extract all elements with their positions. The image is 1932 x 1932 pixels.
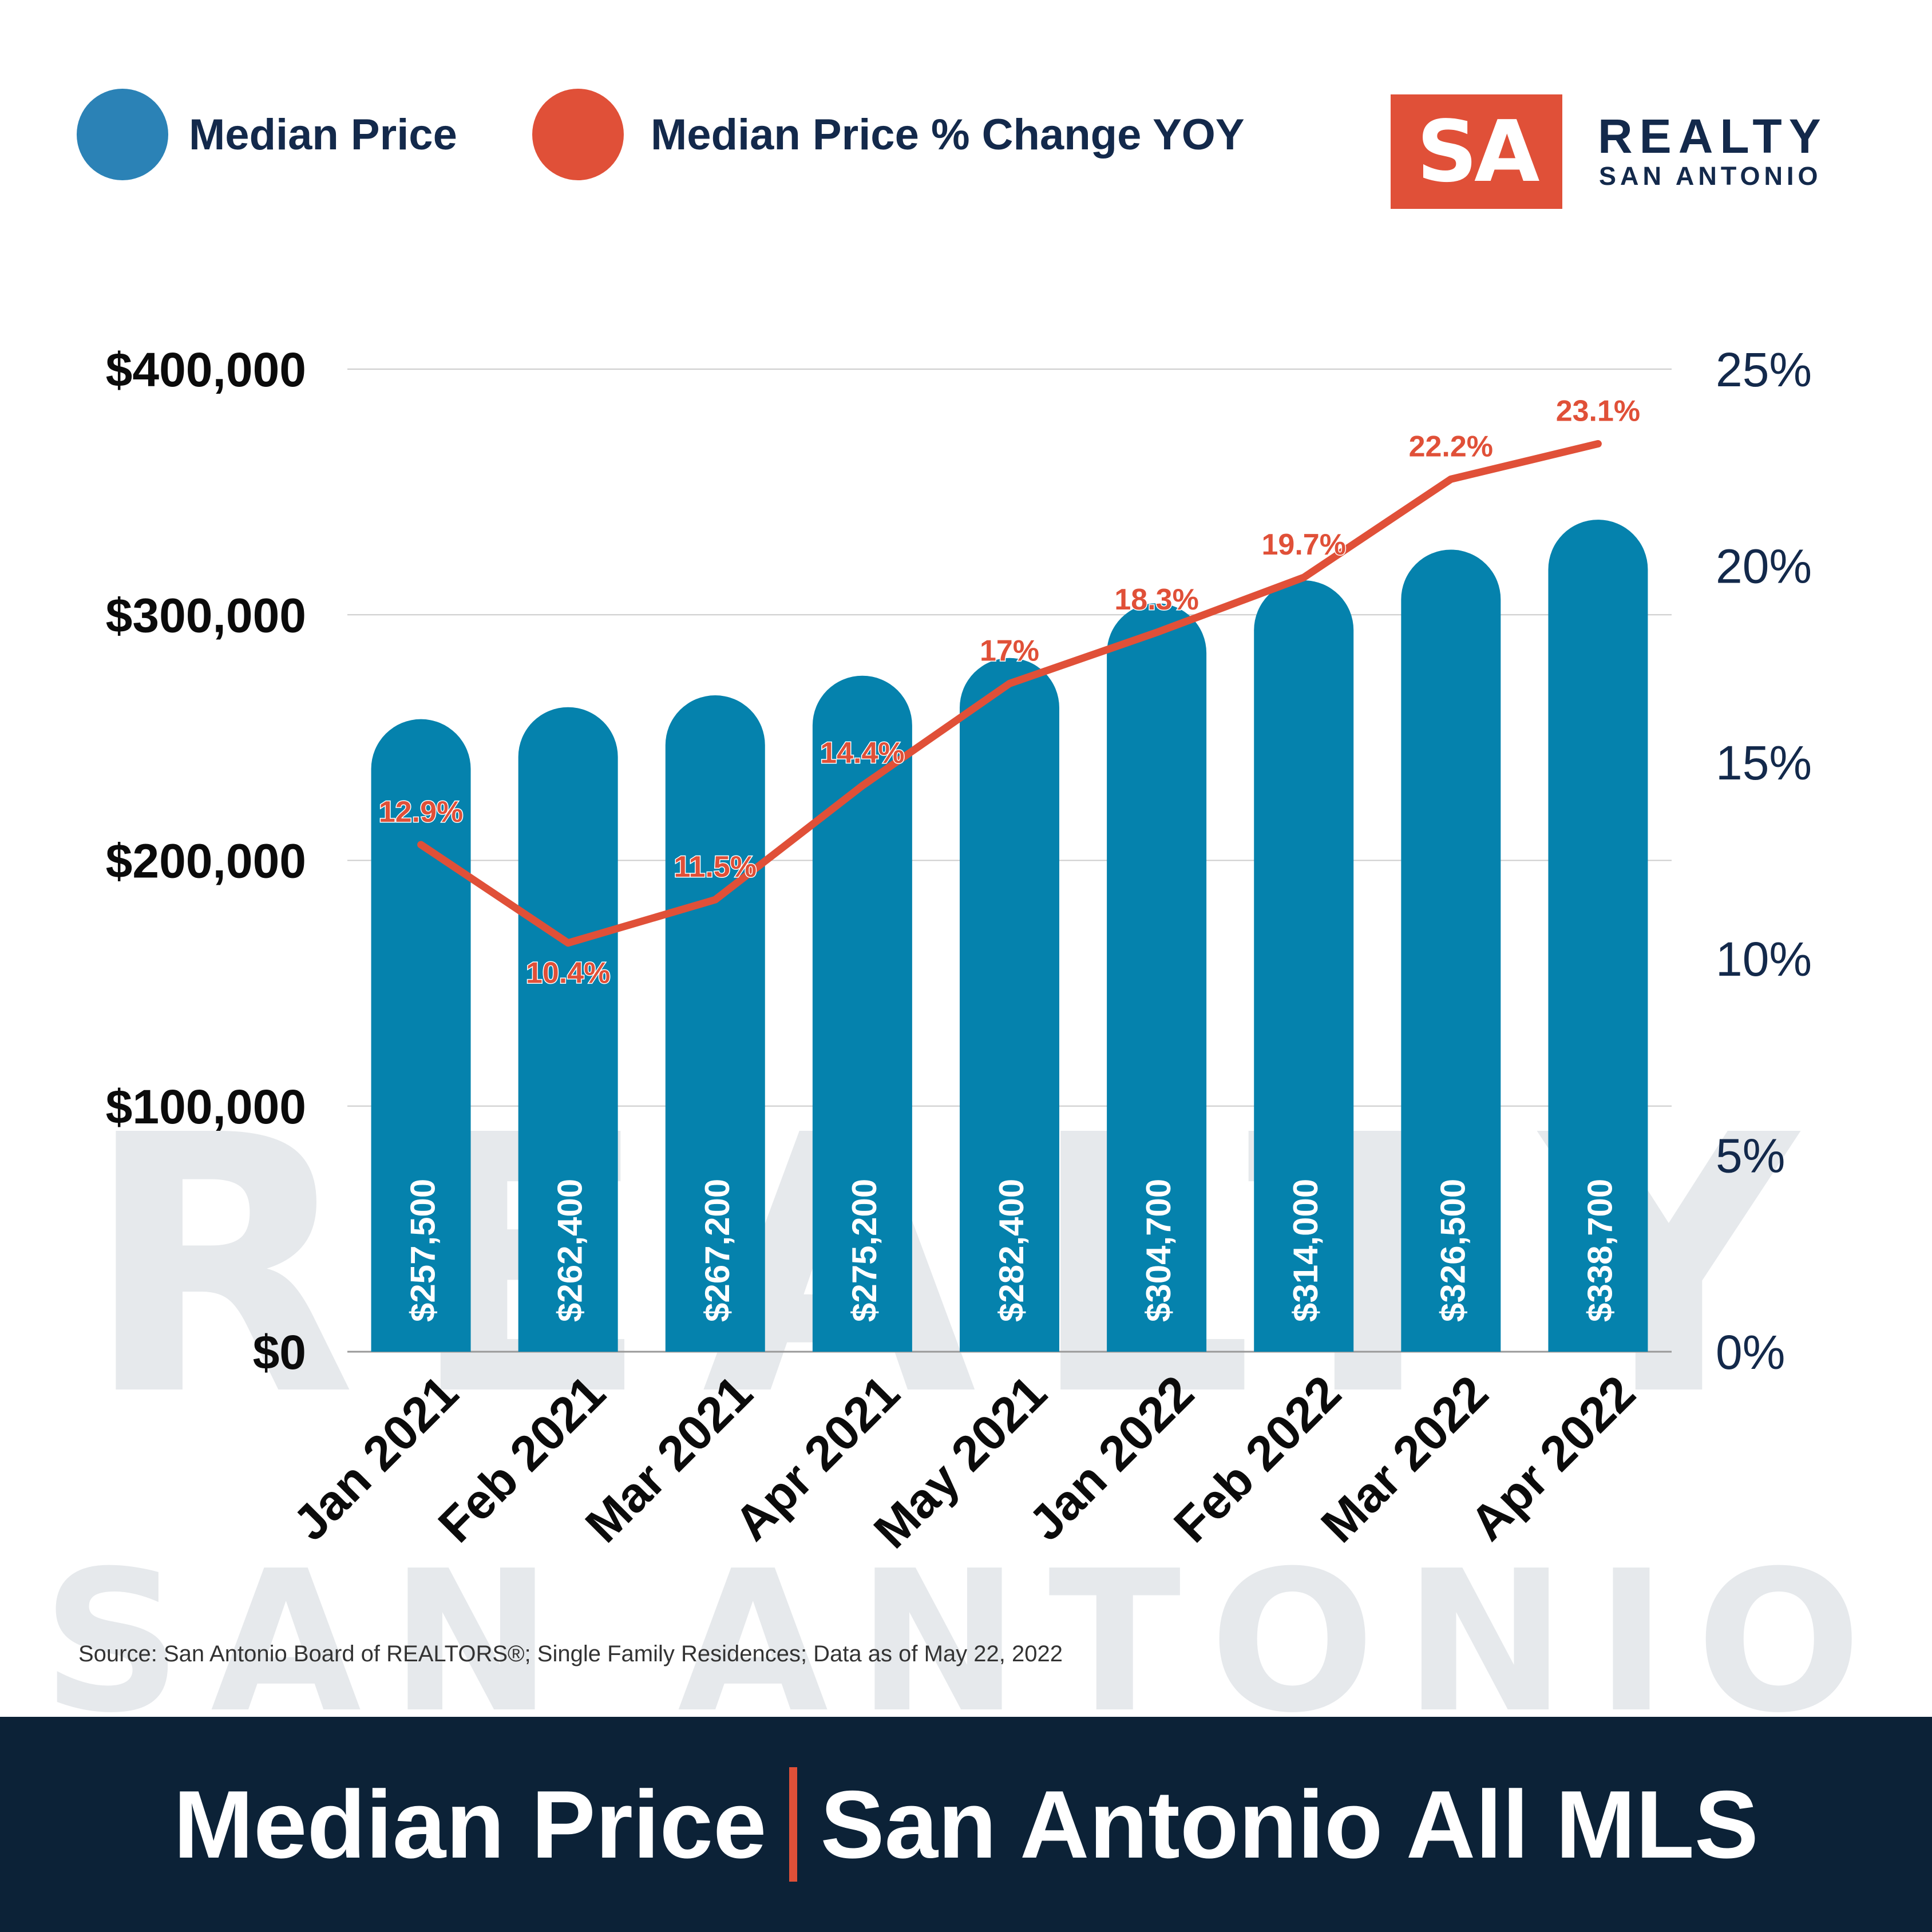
bar — [812, 675, 912, 1352]
yoy-point — [1300, 574, 1308, 581]
legend-swatch-median-price — [77, 89, 168, 180]
bar — [1107, 603, 1207, 1352]
logo-realty-text: REALTY — [1598, 109, 1828, 163]
footer-title-right: San Antonio All MLS — [820, 1770, 1759, 1878]
legend-swatch-yoy-change — [532, 89, 624, 180]
source-note: Source: San Antonio Board of REALTORS®; … — [78, 1641, 1063, 1666]
y-right-tick-label: 0% — [1716, 1325, 1785, 1379]
bar — [960, 658, 1059, 1352]
yoy-point — [564, 939, 572, 947]
combo-chart: $0 $100,000 $200,000 $300,000 $400,000 0% 5% 10… — [106, 343, 1812, 1559]
yoy-data-label: 18.3% — [1114, 583, 1198, 616]
yoy-data-label: 22.2% — [1409, 430, 1493, 463]
y-left-tick-label: $200,000 — [106, 834, 306, 888]
yoy-point — [1447, 476, 1455, 483]
yoy-point — [858, 782, 866, 790]
y-left-tick-label: $100,000 — [106, 1080, 306, 1134]
yoy-data-label: 12.9% — [379, 795, 463, 829]
footer-separator — [789, 1767, 798, 1882]
y-right-tick-label: 25% — [1716, 343, 1812, 397]
y-left-tick-label: $400,000 — [106, 343, 306, 397]
logo-san-antonio-text: SAN ANTONIO — [1599, 161, 1822, 191]
yoy-data-label: 17% — [980, 634, 1039, 667]
y-right-tick-label: 20% — [1716, 539, 1812, 593]
bar — [1254, 580, 1354, 1352]
yoy-point — [1594, 440, 1602, 448]
bar-value-label: $282,400 — [992, 1179, 1031, 1322]
footer-banner: Median Price San Antonio All MLS — [0, 1717, 1932, 1932]
bar — [518, 707, 618, 1352]
bar — [1548, 520, 1648, 1352]
yoy-data-label: 19.7% — [1261, 528, 1345, 561]
yoy-data-label: 11.5% — [674, 850, 757, 884]
bar-value-label: $257,500 — [404, 1179, 442, 1322]
legend-label-median-price: Median Price — [189, 110, 457, 159]
logo-sa-mark: SA — [1391, 94, 1562, 209]
yoy-point — [1153, 629, 1161, 636]
y-right-tick-label: 5% — [1716, 1129, 1785, 1183]
yoy-data-label: 10.4% — [526, 957, 610, 990]
yoy-data-label: 23.1% — [1556, 394, 1640, 427]
bar-value-label: $338,700 — [1581, 1179, 1619, 1322]
x-tick-label: Apr 2022 — [1460, 1365, 1646, 1551]
bar-value-label: $314,000 — [1286, 1179, 1325, 1322]
bar — [371, 719, 471, 1352]
bar-value-label: $275,200 — [845, 1179, 884, 1322]
y-right-tick-label: 10% — [1716, 932, 1812, 986]
watermark-realty: REALTY — [0, 1090, 1932, 1445]
bar-value-label: $326,500 — [1434, 1179, 1472, 1322]
legend-label-yoy-change: Median Price % Change YOY — [651, 110, 1245, 159]
bar-value-label: $304,700 — [1139, 1179, 1178, 1322]
footer-title-left: Median Price — [173, 1770, 767, 1878]
bar — [665, 695, 765, 1352]
yoy-point — [1006, 680, 1013, 687]
y-left-tick-label: $300,000 — [106, 588, 306, 642]
bar — [1401, 549, 1501, 1352]
yoy-data-label: 14.4% — [820, 737, 904, 770]
bar-value-label: $262,400 — [551, 1179, 589, 1322]
yoy-point — [417, 841, 425, 849]
y-left-tick-label: $0 — [253, 1325, 306, 1379]
watermark-san-antonio: SAN ANTONIO — [42, 1529, 1890, 1756]
bar-value-label: $267,200 — [698, 1179, 737, 1322]
yoy-point — [711, 896, 719, 904]
y-right-tick-label: 15% — [1716, 736, 1812, 790]
